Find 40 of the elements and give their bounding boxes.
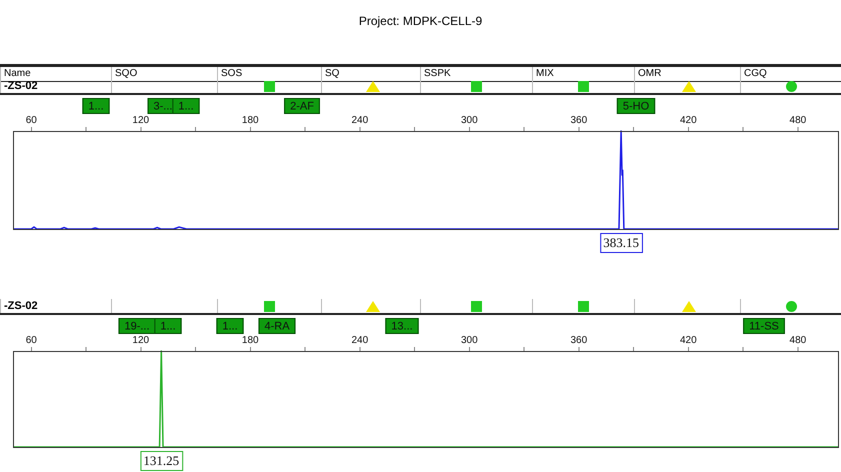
text: -ZS-02 [0, 299, 111, 313]
text: MIX [532, 67, 634, 81]
x-tick-label: 60 [26, 334, 38, 346]
x-tick-label: 300 [460, 334, 478, 346]
text: 13... [391, 320, 413, 333]
text: SQ [321, 67, 420, 81]
x-tick-label: 180 [242, 114, 260, 126]
annotation: 131.25 [143, 452, 180, 468]
text: CGQ [740, 67, 841, 81]
x-tick-label: 420 [680, 334, 698, 346]
text: 1... [160, 320, 176, 333]
text: SQO [111, 67, 217, 81]
text: 3-... [154, 100, 172, 113]
text: SSPK [420, 67, 532, 81]
text: 1... [222, 320, 238, 333]
text: 4-RA [264, 320, 290, 333]
text: 2-AF [290, 100, 314, 113]
x-tick-label: 120 [132, 114, 150, 126]
x-tick-label: 240 [351, 114, 369, 126]
text: 1... [88, 100, 104, 113]
x-tick-label: 420 [680, 114, 698, 126]
text: SOS [217, 67, 321, 81]
x-tick-label: 480 [790, 114, 807, 126]
text: OMR [634, 67, 740, 81]
x-tick-label: 360 [570, 114, 588, 126]
annotation: 383.15 [603, 234, 639, 250]
x-tick-label: 180 [242, 334, 260, 346]
x-tick-label: 60 [26, 114, 38, 126]
text: 19-... [124, 320, 150, 333]
text: 5-HO [622, 100, 650, 113]
x-tick-label: 240 [351, 334, 369, 346]
text: 11-SS [749, 320, 779, 333]
text: -ZS-02 [0, 79, 111, 93]
chart-title: Project: MDPK-CELL-9 [358, 14, 484, 28]
text: 1... [178, 100, 194, 113]
x-tick-label: 300 [460, 114, 478, 126]
x-tick-label: 360 [570, 334, 588, 346]
x-tick-label: 480 [790, 334, 807, 346]
x-tick-label: 120 [132, 334, 150, 346]
text: Name [0, 67, 111, 81]
